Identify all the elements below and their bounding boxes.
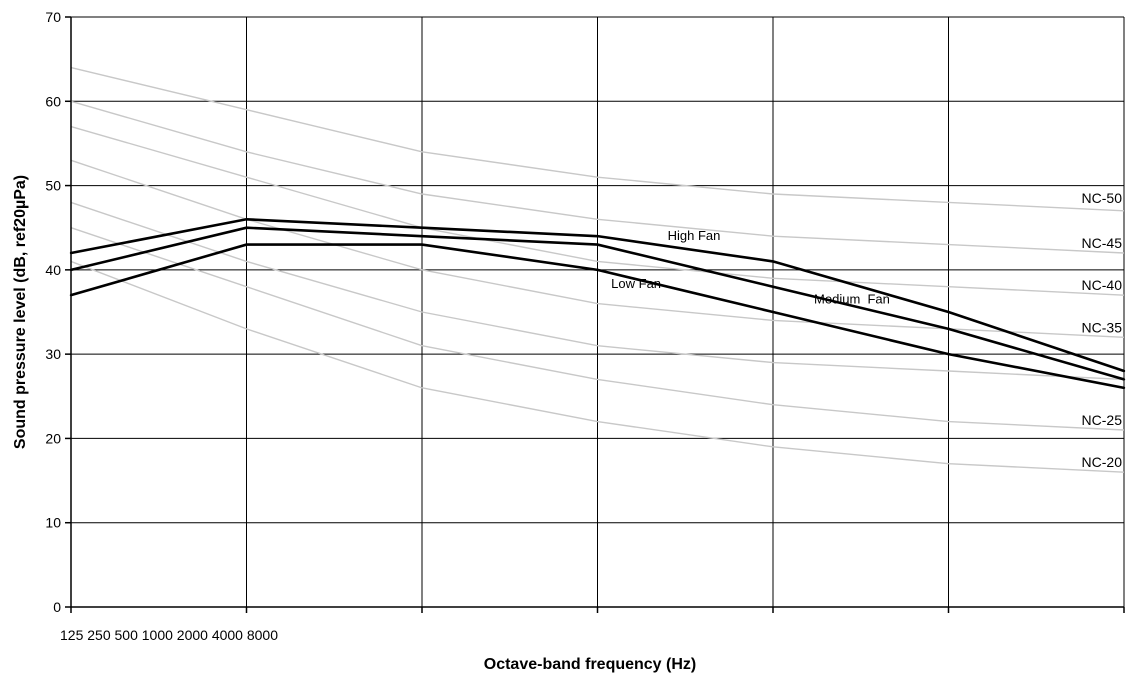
axis-layer: 0 10 20 30 40 50 60 70 xyxy=(45,9,1125,615)
series-point-low-fan-250 xyxy=(245,243,248,246)
series-point-medium-fan-4000 xyxy=(947,327,950,331)
series-point-high-fan-2000 xyxy=(771,260,775,263)
y-tick-label-20: 20 xyxy=(45,430,61,446)
series-point-high-fan-1000 xyxy=(596,234,599,238)
series-point-low-fan-2000 xyxy=(771,310,775,314)
series-point-high-fan-500 xyxy=(420,226,424,229)
y-tick-label-10: 10 xyxy=(45,515,61,531)
nc-label-nc-40: NC-40 xyxy=(1082,277,1123,293)
x-category-labels: 125 250 500 1000 2000 4000 8000 xyxy=(60,627,278,643)
series-point-high-fan-250 xyxy=(245,218,248,221)
y-axis-title: Sound pressure level (dB, ref20µPa) xyxy=(12,175,29,449)
series-point-low-fan-8000 xyxy=(1122,386,1126,390)
y-tick-label-60: 60 xyxy=(45,93,61,109)
series-point-medium-fan-1000 xyxy=(596,243,599,246)
nc-label-nc-20: NC-20 xyxy=(1082,454,1123,470)
y-tick-label-0: 0 xyxy=(53,599,61,615)
nc-curve-nc-40 xyxy=(70,125,1125,296)
nc-curve-nc-25 xyxy=(70,227,1125,431)
label-layer: 125 250 500 1000 2000 4000 8000 Octave-b… xyxy=(12,175,696,673)
series-point-medium-fan-2000 xyxy=(771,285,775,288)
series-label-low-fan: Low Fan xyxy=(611,276,661,291)
nc-curve-nc-20 xyxy=(70,260,1125,473)
y-tick-label-30: 30 xyxy=(45,346,61,362)
fan-series-layer: High Fan Medium Fan Low Fan xyxy=(69,217,1126,390)
series-point-low-fan-1000 xyxy=(596,268,599,272)
nc-label-nc-35: NC-35 xyxy=(1082,319,1123,335)
nc-label-nc-45: NC-45 xyxy=(1082,235,1123,251)
series-point-high-fan-8000 xyxy=(1122,369,1126,373)
series-point-medium-fan-500 xyxy=(420,234,424,238)
nc-curve-unlabeled-4 xyxy=(70,201,1125,381)
y-tick-label-40: 40 xyxy=(45,262,61,278)
y-tick-label-50: 50 xyxy=(45,178,61,194)
nc-label-nc-50: NC-50 xyxy=(1082,190,1123,206)
series-point-medium-fan-250 xyxy=(245,226,248,229)
nc-label-nc-25: NC-25 xyxy=(1082,412,1123,428)
series-label-medium-fan: Medium Fan xyxy=(814,292,890,307)
series-point-high-fan-4000 xyxy=(947,310,950,314)
series-point-medium-fan-8000 xyxy=(1122,378,1126,381)
series-point-low-fan-500 xyxy=(420,243,424,246)
series-point-low-fan-4000 xyxy=(947,352,950,356)
nc-curve-nc-50 xyxy=(70,66,1125,212)
x-axis-title: Octave-band frequency (Hz) xyxy=(484,656,696,673)
y-tick-label-70: 70 xyxy=(45,9,61,25)
series-label-high-fan: High Fan xyxy=(668,228,721,243)
nc-curve-nc-45 xyxy=(70,100,1125,254)
